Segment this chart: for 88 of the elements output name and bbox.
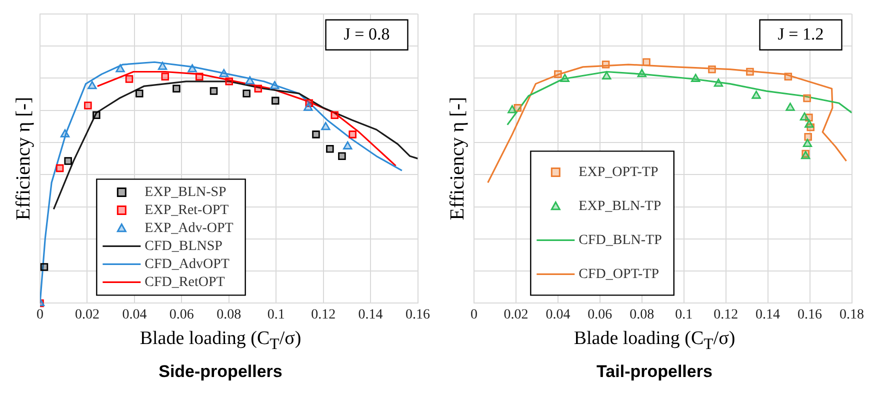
point — [752, 90, 761, 99]
y-axis-title: Efficiency η [-] — [12, 96, 34, 220]
point — [800, 112, 810, 121]
legend-label: EXP_BLN-SP — [144, 184, 227, 200]
point — [304, 102, 313, 111]
point — [714, 78, 724, 87]
legend-label: CFD_RetOPT — [144, 274, 226, 290]
x-tick-label: 0.08 — [216, 307, 242, 322]
point — [272, 96, 280, 105]
point — [158, 62, 168, 70]
point — [802, 138, 812, 148]
point — [637, 68, 646, 78]
x-tick-label: 0.14 — [756, 307, 780, 322]
x-tick-label: 0.1 — [675, 307, 693, 322]
point — [116, 64, 125, 72]
point — [172, 84, 180, 93]
x-axis-title: Blade loading (C$_{T}$/σ) — [140, 328, 302, 354]
point — [804, 132, 812, 141]
point — [56, 164, 64, 172]
text: Side-propellers — [158, 362, 282, 382]
x-axis-title: Blade loading (C$_{T}$/σ) — [574, 328, 736, 354]
x-tick-label: 0.16 — [798, 307, 822, 322]
point — [326, 145, 334, 153]
point — [784, 72, 792, 80]
point — [210, 87, 218, 95]
point — [708, 65, 716, 74]
x-tick-label: 0 — [470, 307, 478, 322]
point — [64, 157, 72, 165]
point — [188, 64, 197, 72]
point — [691, 74, 700, 82]
x-tick-label: 0.12 — [714, 307, 738, 322]
legend-label: CFD_BLN-TP — [578, 232, 662, 248]
point — [225, 78, 233, 86]
x-tick-label: 0.08 — [630, 307, 654, 322]
legend-label: EXP_BLN-TP — [578, 198, 662, 214]
text: Tail-propellers — [596, 362, 712, 382]
point — [330, 111, 339, 120]
point — [348, 130, 356, 138]
point — [161, 72, 170, 80]
point — [60, 129, 70, 138]
point — [219, 68, 229, 78]
point — [312, 130, 320, 138]
legend-label: EXP_Ret-OPT — [144, 202, 230, 218]
point — [84, 102, 92, 110]
x-tick-label: 0.04 — [546, 307, 570, 322]
point — [804, 120, 814, 128]
x-tick-label: 0.06 — [169, 307, 194, 322]
point — [254, 84, 262, 93]
point — [786, 102, 795, 111]
point — [560, 74, 570, 82]
point — [554, 70, 562, 78]
point — [343, 141, 352, 150]
legend-label: CFD_AdvOPT — [144, 256, 230, 272]
point — [602, 71, 612, 80]
point — [245, 76, 254, 84]
x-tick-label: 0.02 — [504, 307, 528, 322]
text: J = 0.8 — [344, 24, 390, 44]
point — [270, 81, 280, 90]
point — [602, 60, 610, 68]
point — [242, 90, 250, 98]
x-tick-label: 0.1 — [267, 307, 285, 322]
text: J = 1.2 — [778, 24, 824, 44]
x-tick-label: 0.04 — [122, 307, 147, 322]
legend-label: EXP_Adv-OPT — [144, 220, 234, 236]
x-tick-label: 0.14 — [358, 307, 383, 322]
y-axis-title: Efficiency η [-] — [446, 96, 468, 220]
point — [321, 122, 330, 130]
point — [40, 263, 48, 271]
x-tick-label: 0.02 — [74, 307, 100, 322]
x-tick-label: 0.18 — [840, 307, 864, 322]
point — [514, 104, 522, 112]
x-tick-label: 0.06 — [588, 307, 612, 322]
x-tick-label: 0.16 — [406, 307, 430, 322]
point — [746, 68, 754, 76]
legend-label: EXP_OPT-TP — [578, 164, 658, 180]
x-tick-label: 0 — [36, 307, 44, 322]
point — [642, 58, 650, 66]
point — [508, 105, 517, 114]
point — [88, 81, 97, 90]
point — [338, 152, 346, 160]
legend-label: CFD_OPT-TP — [578, 266, 660, 282]
point — [125, 75, 134, 83]
x-tick-label: 0.12 — [311, 307, 336, 322]
point — [136, 90, 144, 98]
point — [803, 94, 811, 102]
legend-label: CFD_BLNSP — [144, 238, 223, 254]
point — [92, 111, 100, 120]
point — [195, 72, 204, 80]
